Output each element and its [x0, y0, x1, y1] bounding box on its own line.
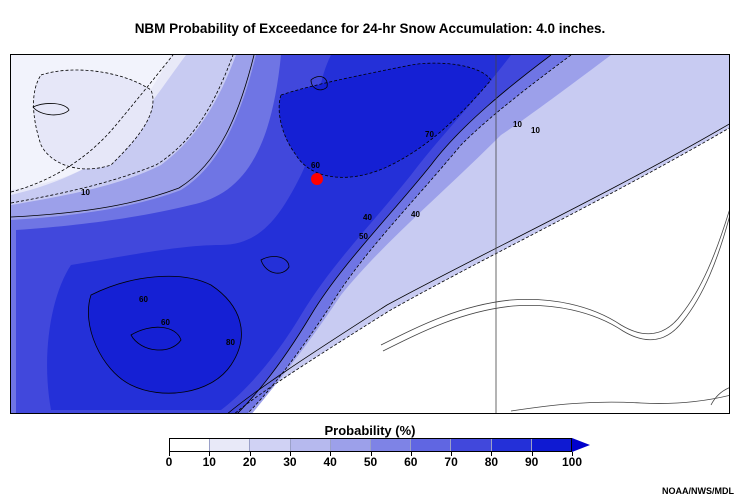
- location-marker: [311, 173, 323, 185]
- contour-label: 10: [531, 126, 540, 135]
- contour-label: 70: [425, 130, 434, 139]
- contour-label: 10: [513, 120, 522, 129]
- color-scale-cell: [250, 439, 291, 451]
- contour-label: 60: [139, 295, 148, 304]
- color-scale-tick: [370, 452, 372, 456]
- color-scale-cell: [330, 439, 372, 451]
- boundaries: [380, 55, 729, 413]
- color-scale-tick-label: 100: [561, 455, 583, 469]
- map-canvas: 10 40 50 70 10 60 40 60 10 80 60: [11, 55, 729, 413]
- color-scale-tick: [209, 452, 211, 456]
- contour-label: 10: [81, 188, 90, 197]
- legend-title: Probability (%): [324, 423, 416, 438]
- color-scale-bar: [169, 438, 572, 452]
- color-scale-tick: [330, 452, 332, 456]
- color-scale-tick-label: 80: [484, 455, 499, 469]
- color-scale-tick-label: 70: [444, 455, 458, 469]
- color-scale-cell: [371, 439, 412, 451]
- contour-lines: [11, 55, 729, 413]
- color-scale-tick-label: 40: [323, 455, 337, 469]
- color-scale-tick: [289, 452, 291, 456]
- color-scale-tick: [169, 452, 170, 456]
- color-scale-tick-label: 60: [404, 455, 418, 469]
- color-scale-cell: [411, 439, 452, 451]
- contour-label: 40: [411, 210, 420, 219]
- contour-label: 50: [359, 232, 368, 241]
- source-credit: NOAA/NWS/MDL: [662, 486, 734, 496]
- contour-label: 60: [161, 318, 170, 327]
- color-scale-tick: [531, 452, 533, 456]
- probability-map: 10 40 50 70 10 60 40 60 10 80 60: [10, 54, 730, 414]
- color-scale-cell: [210, 439, 251, 451]
- color-scale-tick-label: 50: [363, 455, 378, 469]
- color-scale-tick: [410, 452, 412, 456]
- contour-labels: 10 40 50 70 10 60 40 60 10 80 60: [81, 120, 540, 347]
- color-scale-cell: [491, 439, 532, 451]
- color-scale-cell: [531, 439, 572, 451]
- color-scale-tick-label: 30: [283, 455, 297, 469]
- color-scale-cell: [290, 439, 331, 451]
- contour-label: 80: [226, 338, 235, 347]
- color-scale-tick-label: 10: [202, 455, 216, 469]
- map-title: NBM Probability of Exceedance for 24-hr …: [134, 21, 606, 36]
- color-scale-cell: [451, 439, 492, 451]
- color-scale-cell: [170, 439, 211, 451]
- color-scale-tick: [572, 452, 573, 456]
- color-scale-tick-label: 90: [525, 455, 539, 469]
- contour-label: 60: [311, 161, 320, 170]
- color-scale-tick: [451, 452, 453, 456]
- color-scale-tick-label: 0: [165, 455, 173, 469]
- contour-label: 40: [363, 213, 372, 222]
- color-scale-arrow: [572, 438, 590, 452]
- color-scale-tick-label: 20: [242, 455, 257, 469]
- color-scale-tick: [249, 452, 251, 456]
- color-scale-tick: [491, 452, 493, 456]
